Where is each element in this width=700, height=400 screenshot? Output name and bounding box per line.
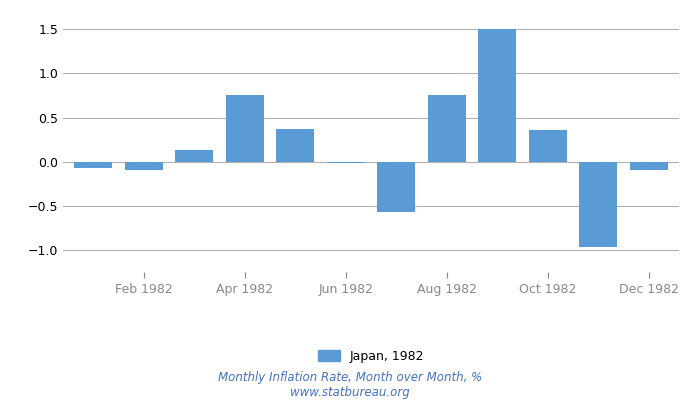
Bar bbox=[226, 96, 264, 162]
Bar bbox=[428, 96, 466, 162]
Bar bbox=[125, 162, 162, 170]
Text: www.statbureau.org: www.statbureau.org bbox=[290, 386, 410, 399]
Bar bbox=[528, 130, 567, 162]
Bar bbox=[175, 150, 214, 162]
Bar bbox=[377, 162, 415, 212]
Bar bbox=[74, 162, 112, 168]
Bar bbox=[630, 162, 668, 170]
Bar bbox=[276, 129, 314, 162]
Legend: Japan, 1982: Japan, 1982 bbox=[318, 350, 424, 363]
Text: Monthly Inflation Rate, Month over Month, %: Monthly Inflation Rate, Month over Month… bbox=[218, 372, 482, 384]
Bar bbox=[580, 162, 617, 247]
Bar bbox=[478, 29, 516, 162]
